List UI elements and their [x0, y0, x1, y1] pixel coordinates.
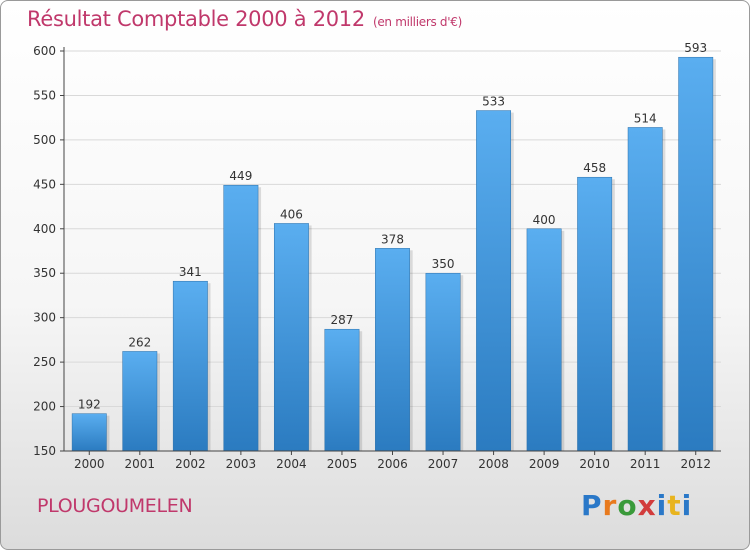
data-label: 449 — [229, 169, 252, 183]
data-label: 287 — [331, 313, 354, 327]
data-label: 533 — [482, 95, 505, 109]
x-tick-label: 2000 — [74, 457, 105, 471]
x-tick-label: 2003 — [226, 457, 257, 471]
data-label: 514 — [634, 111, 657, 125]
data-label: 192 — [78, 398, 101, 412]
chart-title: Résultat Comptable 2000 à 2012 (en millie… — [27, 7, 462, 31]
x-tick-label: 2008 — [478, 457, 509, 471]
data-label: 406 — [280, 207, 303, 221]
x-tick-label: 2011 — [630, 457, 661, 471]
bar-2011[interactable] — [627, 127, 663, 452]
data-label: 400 — [533, 213, 556, 227]
y-tick-label: 600 — [33, 44, 56, 58]
bar-2009[interactable] — [526, 228, 562, 452]
bar-2006[interactable] — [375, 248, 410, 452]
x-tick-label: 2002 — [175, 457, 206, 471]
town-name: PLOUGOUMELEN — [37, 495, 193, 517]
x-tick-label: 2007 — [428, 457, 459, 471]
y-tick-label: 450 — [33, 177, 56, 191]
axes: 150 200 250 300 350 400 450 500 550 600 2000 2001 20… — [33, 44, 721, 471]
x-tick-label: 2005 — [327, 457, 358, 471]
chart-subtitle: (en milliers d'€) — [372, 15, 462, 29]
y-tick-label: 300 — [33, 311, 56, 325]
y-tick-label: 350 — [33, 266, 56, 280]
x-tick-label: 2001 — [125, 457, 156, 471]
data-label: 350 — [432, 257, 455, 271]
data-label: 458 — [583, 161, 606, 175]
y-tick-label: 500 — [33, 133, 56, 147]
x-tick-label: 2010 — [579, 457, 610, 471]
y-tick-label: 400 — [33, 222, 56, 236]
data-label: 593 — [684, 41, 707, 55]
bar-2005[interactable] — [324, 328, 360, 452]
bar-2010[interactable] — [577, 176, 613, 452]
data-label: 378 — [381, 232, 404, 246]
x-tick-label: 2004 — [276, 457, 307, 471]
bar-2000[interactable] — [71, 413, 107, 452]
chart-title-text: Résultat Comptable 2000 à 2012 — [27, 7, 365, 31]
y-tick-label: 200 — [33, 400, 56, 414]
x-tick-label: 2006 — [377, 457, 408, 471]
x-tick-label: 2009 — [529, 457, 560, 471]
bar-2003[interactable] — [223, 184, 259, 452]
bar-2001[interactable] — [122, 351, 158, 452]
bar-2012[interactable] — [678, 56, 714, 452]
proxiti-logo[interactable]: Proxiti — [581, 489, 693, 522]
y-tick-label: 250 — [33, 355, 56, 369]
data-label: 262 — [128, 335, 151, 349]
y-tick-label: 550 — [33, 88, 56, 102]
data-label: 341 — [179, 265, 202, 279]
bar-2004[interactable] — [273, 223, 309, 452]
bars — [71, 56, 716, 452]
data-labels: 192 262 341 449 406 287 378 350 533 400 458 514 593 — [78, 41, 707, 411]
y-tick-label: 150 — [33, 444, 56, 458]
x-tick-label: 2012 — [680, 457, 711, 471]
bar-2007[interactable] — [425, 272, 461, 452]
bar-2002[interactable] — [172, 280, 208, 452]
bar-2008[interactable] — [476, 110, 512, 452]
